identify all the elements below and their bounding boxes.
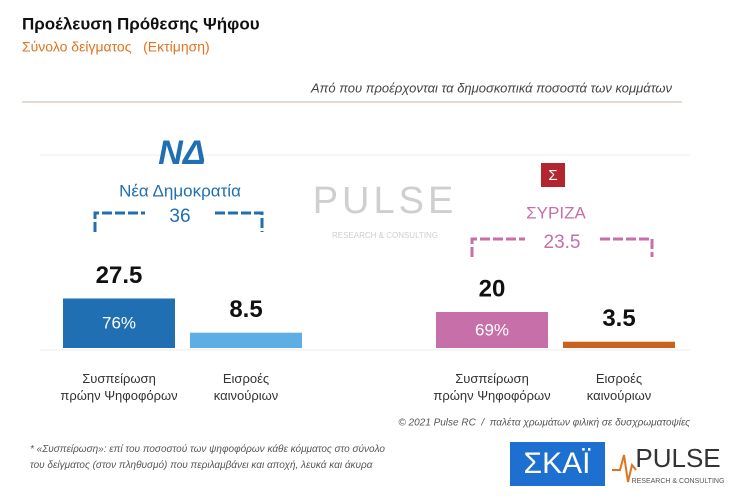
bar bbox=[563, 341, 675, 348]
x-tick-label: Συσπείρωση πρώην Ψηφοφόρων bbox=[60, 371, 178, 403]
bar-inner-label: 76% bbox=[102, 314, 136, 333]
brand: PULSE bbox=[635, 443, 720, 473]
party-name: Νέα Δημοκρατία bbox=[119, 181, 241, 200]
subtitle: Σύνολο δείγματος (Εκτίμηση) bbox=[22, 39, 210, 55]
total: 36 bbox=[169, 206, 190, 227]
bar-inner-label: 69% bbox=[475, 320, 509, 339]
value-label: 27.5 bbox=[96, 262, 143, 289]
value-label: 8.5 bbox=[229, 296, 262, 323]
value-label: 20 bbox=[479, 275, 506, 302]
bracket bbox=[470, 237, 654, 257]
party-logo: Σ bbox=[548, 167, 557, 184]
question: Από που προέρχονται τα δημοσκοπικά ποσοσ… bbox=[310, 80, 672, 95]
party-logo-bg bbox=[541, 163, 565, 187]
party-name: ΣΥΡΙΖΑ bbox=[526, 203, 586, 222]
broadcaster-logo: ΣΚΑΪ bbox=[524, 447, 592, 480]
bracket bbox=[93, 211, 264, 232]
x-tick-label: Εισροές καινούριων bbox=[213, 371, 279, 403]
copyright: © 2021 Pulse RC / παλέτα χρωμάτων φιλική… bbox=[398, 417, 690, 429]
bar bbox=[190, 332, 302, 348]
footnote: * «Συσπείρωση»: επί του ποσοστού των ψηφ… bbox=[30, 444, 385, 471]
broadcaster-logo-bg bbox=[510, 442, 605, 486]
x-tick-label: Συσπείρωση πρώην Ψηφοφόρων bbox=[433, 371, 551, 403]
title: Προέλευση Πρόθεσης Ψήφου bbox=[22, 14, 260, 33]
bar bbox=[63, 298, 175, 348]
value-label: 3.5 bbox=[602, 305, 635, 332]
bar bbox=[436, 312, 548, 348]
brand-pulse-icon bbox=[612, 454, 637, 483]
x-tick-label: Εισροές καινούριων bbox=[586, 371, 652, 403]
total: 23.5 bbox=[544, 232, 581, 253]
watermark-tagline: RESEARCH & CONSULTING bbox=[332, 231, 438, 240]
watermark: PULSE bbox=[313, 180, 458, 222]
party-logo: ΝΔ bbox=[158, 134, 205, 172]
brand-tagline: RESEARCH & CONSULTING bbox=[632, 478, 725, 485]
